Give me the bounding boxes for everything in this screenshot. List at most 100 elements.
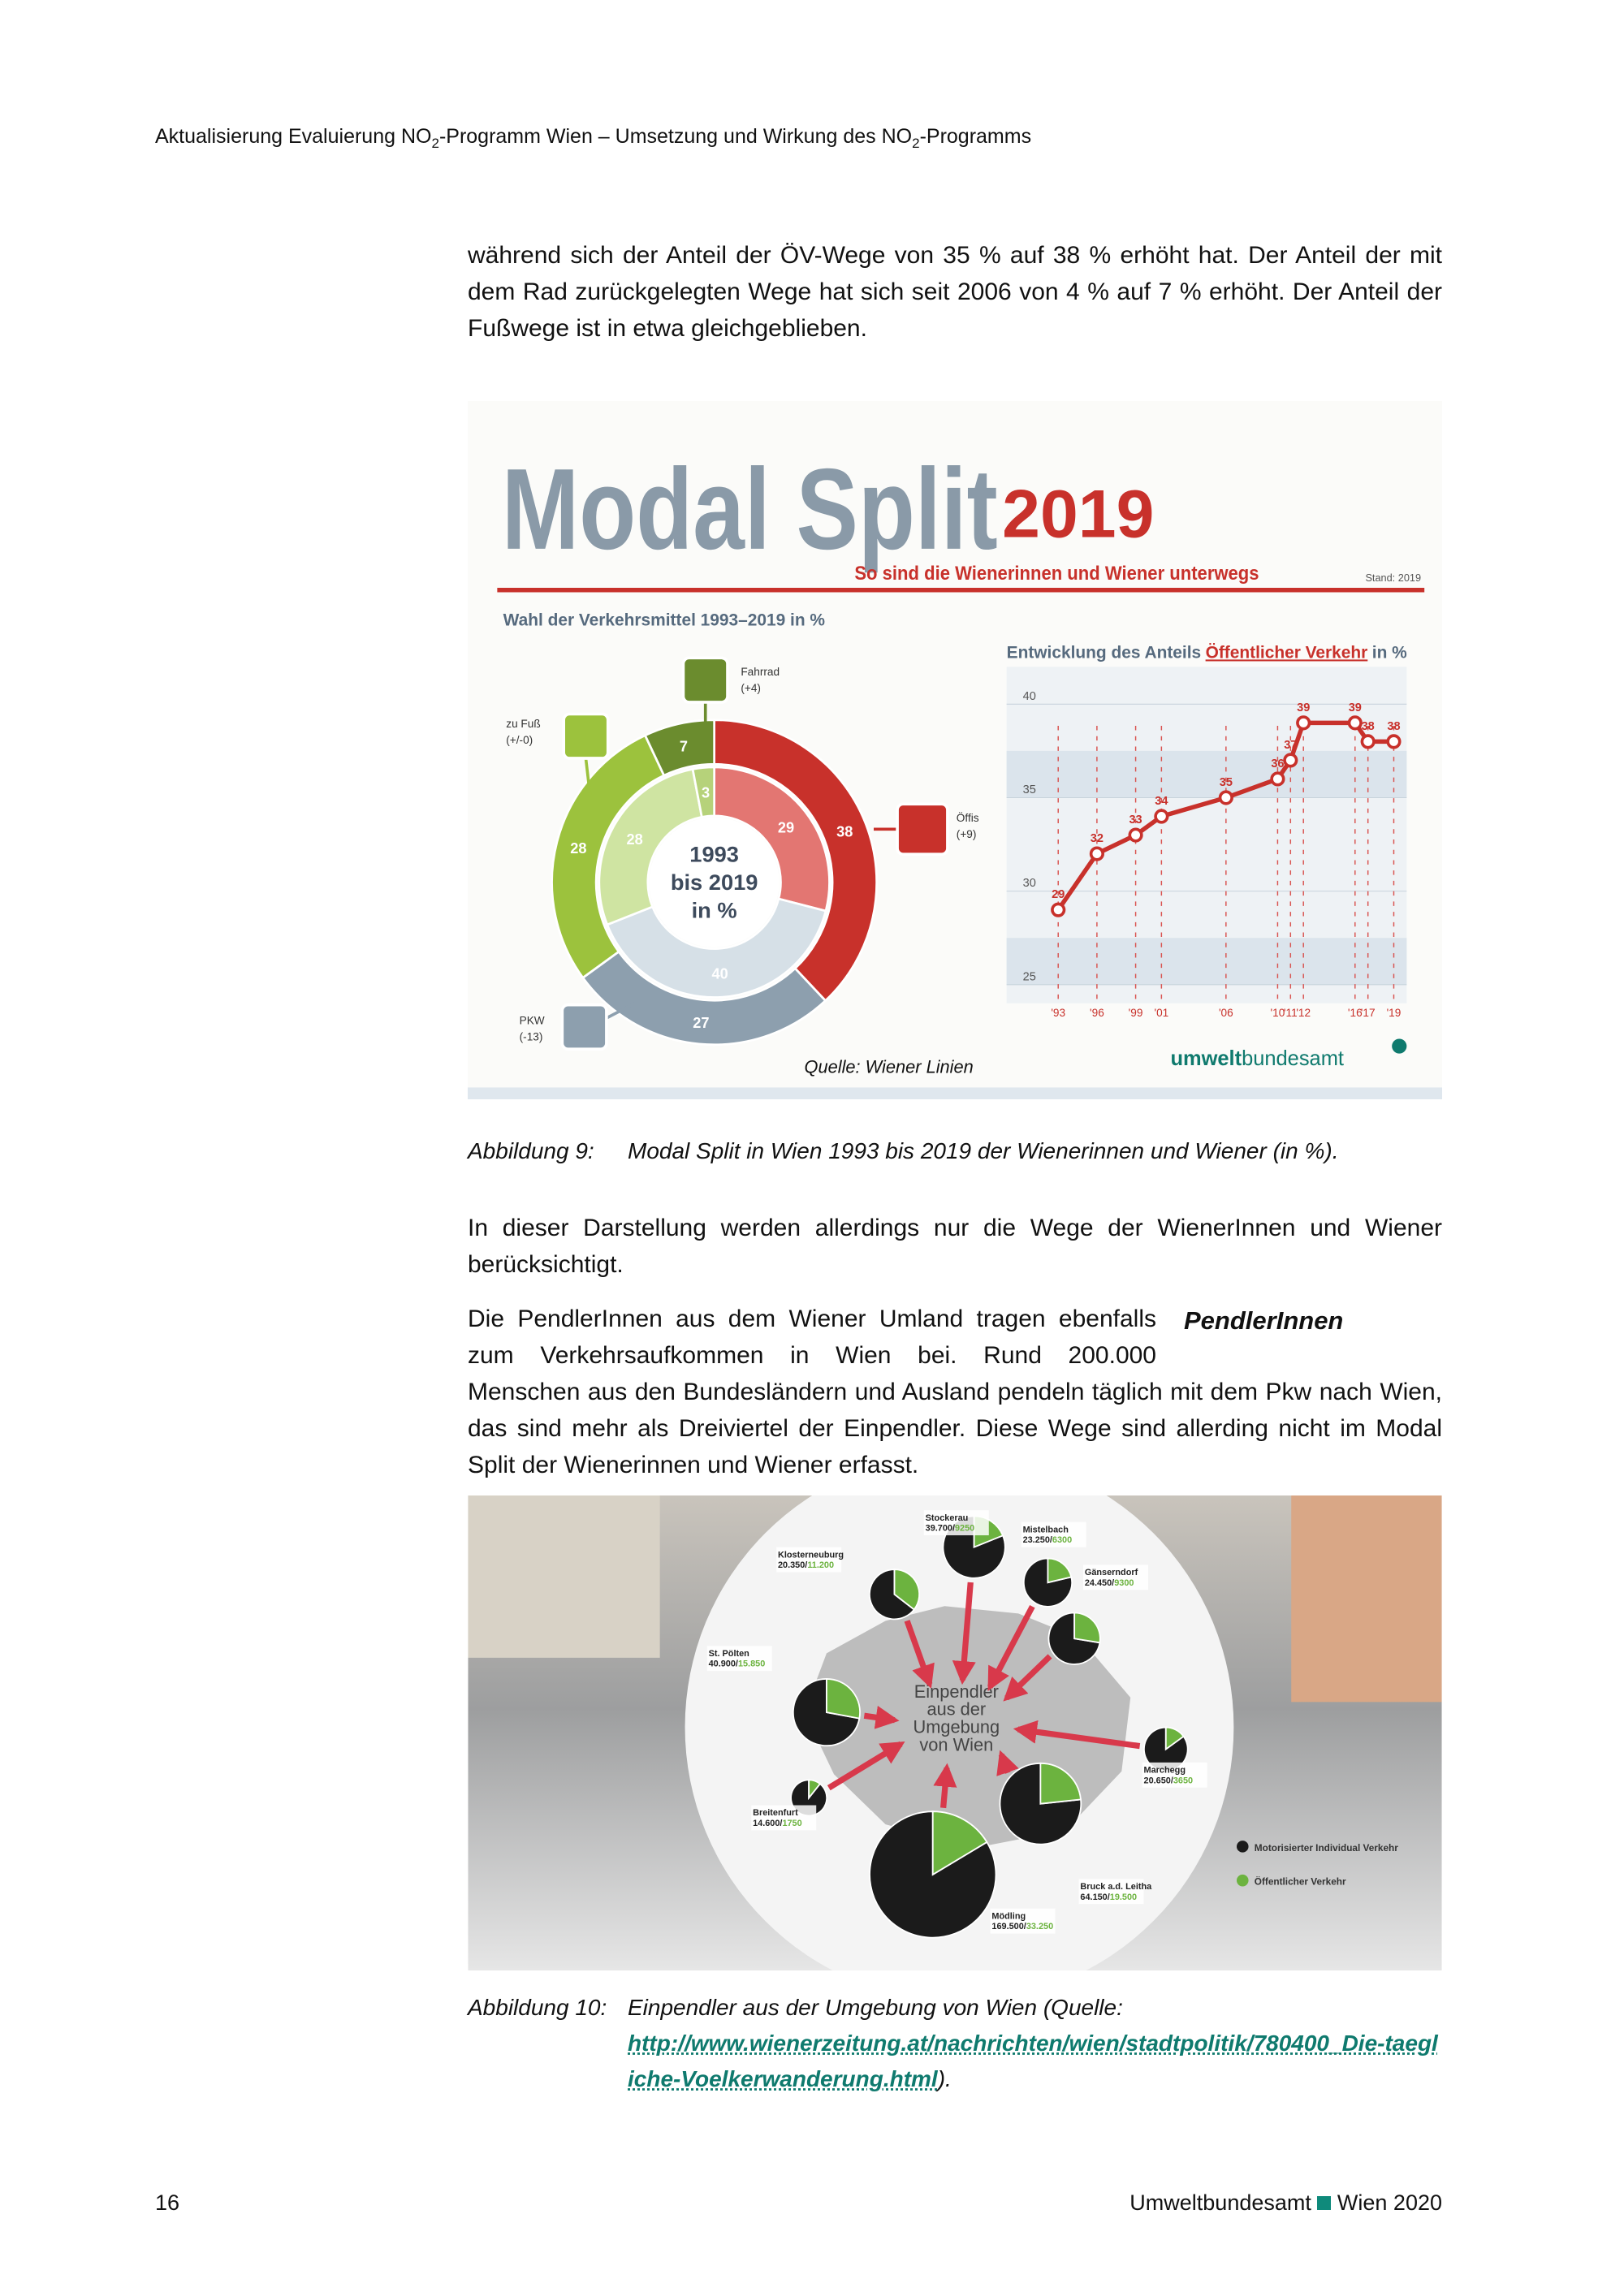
place-name: Mödling: [991, 1911, 1026, 1921]
footer-right: Umweltbundesamt Wien 2020: [1129, 2190, 1442, 2216]
caption-label: Abbildung 9:: [468, 1138, 594, 1163]
label-box: [990, 1908, 1056, 1934]
category-change: (+4): [741, 682, 761, 694]
data-point: [1218, 790, 1233, 805]
category-icon: [562, 712, 610, 760]
place-values: 39.700/9250: [926, 1524, 975, 1534]
category-icon: [681, 656, 729, 704]
data-point: [1051, 902, 1066, 917]
running-header: Aktualisierung Evaluierung NO2-Programm …: [155, 125, 1031, 152]
value-label: 15.850: [738, 1659, 765, 1669]
legend-label: Öffentlicher Verkehr: [1255, 1876, 1346, 1888]
label-box: [1078, 1879, 1144, 1905]
place-values: 23.250/6300: [1023, 1535, 1073, 1545]
connector: [584, 757, 592, 797]
category-icon: [560, 1003, 608, 1051]
title-part: Öffentlicher Verkehr: [1206, 643, 1368, 662]
logo: umweltbundesamt: [1170, 1047, 1344, 1070]
data-label: 34: [1155, 795, 1168, 808]
title-part: in %: [1372, 643, 1407, 662]
data-point: [1089, 846, 1104, 861]
data-point: [1270, 771, 1285, 787]
logo-part: bundesamt: [1242, 1047, 1344, 1070]
footer-place-year: Wien 2020: [1337, 2190, 1442, 2215]
legend-swatch: [1237, 1874, 1249, 1887]
separator: /: [780, 1819, 782, 1828]
caption-label: Abbildung 10:: [468, 1995, 607, 2020]
segment-label: 40: [712, 966, 728, 982]
arrow: [996, 1750, 1019, 1776]
separator: /: [1171, 1776, 1173, 1785]
category-change: (+9): [957, 828, 977, 840]
category-change: (+/-0): [506, 734, 533, 746]
caption-text: Einpendler aus der Umgebung von Wien (Qu…: [628, 1995, 1123, 2020]
value-label: 39.700: [926, 1524, 952, 1534]
data-label: 38: [1362, 720, 1375, 733]
x-tick-label: '93: [1051, 1007, 1065, 1019]
legend-label: Motorisierter Individual Verkehr: [1255, 1842, 1398, 1854]
place-values: 20.350/11.200: [778, 1560, 834, 1570]
y-tick-label: 25: [1023, 970, 1036, 983]
segment-label: 29: [778, 819, 794, 835]
x-tick-label: '19: [1387, 1007, 1402, 1019]
value-label: 14.600: [753, 1819, 780, 1828]
value-label: 11.200: [807, 1560, 834, 1570]
category-label: Fahrrad: [741, 666, 780, 678]
arrow: [933, 1763, 957, 1809]
figure-strip: [468, 1087, 1442, 1099]
value-label: 20.650: [1144, 1776, 1171, 1785]
data-point: [1347, 715, 1363, 731]
value-label: 19.500: [1110, 1892, 1137, 1902]
arrow: [863, 1705, 900, 1729]
connector: [606, 1002, 636, 1020]
separator: /: [1050, 1535, 1052, 1545]
data-point: [1296, 715, 1311, 731]
pie-slice: [826, 1678, 861, 1720]
infographic-year: 2019: [1002, 475, 1154, 551]
value-label: 64.150: [1080, 1892, 1107, 1902]
place-name: St. Pölten: [709, 1649, 749, 1659]
label-box: [1083, 1564, 1148, 1590]
value-label: 9250: [955, 1524, 974, 1534]
pie-slice: [808, 1779, 822, 1801]
arrow: [952, 1582, 976, 1685]
paragraph: In dieser Darstellung werden allerdings …: [468, 1215, 1442, 1278]
building: [468, 1495, 660, 1658]
place-name: Breitenfurt: [753, 1808, 798, 1818]
value-label: 33.250: [1026, 1922, 1053, 1931]
arrow: [1013, 1720, 1141, 1750]
header-text: -Programms: [919, 125, 1032, 148]
figure-modal-split: Modal Split 2019 So sind die Wienerinnen…: [468, 401, 1442, 1099]
separator: /: [1024, 1922, 1026, 1931]
donut-segment: [713, 766, 831, 913]
title-part: Entwicklung des Anteils: [1007, 643, 1202, 662]
paragraph-block: PendlerInnen Die PendlerInnen aus dem Wie…: [468, 1301, 1442, 1483]
legend-swatch: [1237, 1841, 1249, 1853]
label-box: [776, 1547, 842, 1573]
donut-segment: [691, 766, 715, 818]
data-point: [1360, 734, 1376, 749]
label-box: [751, 1805, 817, 1831]
x-tick-label: '11: [1284, 1007, 1298, 1019]
x-tick-label: '17: [1361, 1007, 1376, 1019]
data-point: [1154, 809, 1169, 824]
donut-segment: [643, 719, 715, 777]
place-values: 64.150/19.500: [1080, 1892, 1137, 1902]
stand-note: Stand: 2019: [1365, 572, 1421, 584]
header-subscript: 2: [431, 136, 439, 151]
data-point: [1128, 827, 1143, 843]
center-label: 1993: [689, 841, 739, 866]
donut-title: Wahl der Verkehrsmittel 1993–2019 in %: [503, 611, 826, 629]
donut-segment: [713, 719, 878, 1003]
value-label: 40.900: [709, 1659, 736, 1669]
data-label: 36: [1271, 757, 1284, 770]
source-link[interactable]: http://www.wienerzeitung.at/nachrichten/…: [628, 2031, 1438, 2091]
category-change: (-13): [520, 1030, 543, 1042]
category-icon: [896, 802, 949, 856]
margin-note: PendlerInnen: [1184, 1306, 1344, 1335]
y-tick-label: 40: [1023, 690, 1036, 703]
category-label: PKW: [520, 1014, 545, 1026]
pie-slice: [931, 1810, 988, 1876]
